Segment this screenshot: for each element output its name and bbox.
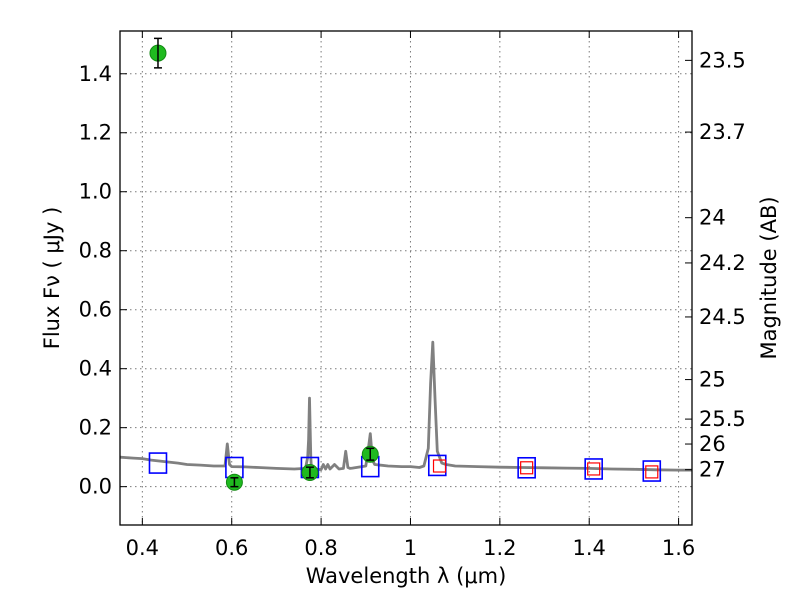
x-tick-label: 0.8: [304, 536, 337, 560]
tick-layer: 0.4 0.6 0.8 1 1.2 1.4 1.6 0.0 0.2 0.4 0.6 0.8 1.0 1.2…: [79, 31, 746, 560]
model-spectrum-line: [120, 340, 692, 472]
x-tick-label: 1.2: [483, 536, 516, 560]
y-tick-label: 0.4: [79, 357, 112, 381]
magnitude-tick-label: 24.2: [699, 251, 746, 275]
data-layer: [120, 37, 692, 491]
x-tick-label: 0.6: [215, 536, 248, 560]
y-tick-label: 1.2: [79, 121, 112, 145]
y-tick-label: 0.8: [79, 239, 112, 263]
magnitude-axis-title: Magnitude (AB): [757, 196, 781, 359]
magnitude-tick-label: 23.7: [699, 120, 746, 144]
model-photometry-square: [642, 460, 662, 482]
y-axis-title: Flux Fν ( μJy ): [40, 207, 64, 350]
magnitude-tick-label: 24: [699, 206, 726, 230]
magnitude-tick-label: 27: [699, 458, 726, 482]
y-tick-label: 0.2: [79, 416, 112, 440]
y-tick-label: 1.4: [79, 62, 112, 86]
grid-layer: [120, 31, 692, 525]
magnitude-tick-label: 25: [699, 368, 726, 392]
y-tick-label: 0.6: [79, 298, 112, 322]
x-tick-label: 0.4: [126, 536, 159, 560]
model-photometry-square: [584, 458, 603, 480]
x-tick-label: 1: [404, 536, 417, 560]
plot-frame: [119, 30, 693, 526]
red-square-marker: [520, 461, 534, 475]
red-square-marker: [645, 465, 659, 479]
x-tick-label: 1.6: [662, 536, 695, 560]
y-tick-label: 0.0: [79, 475, 112, 499]
red-square-marker: [587, 462, 601, 476]
x-axis-title: Wavelength λ (μm): [306, 564, 507, 588]
x-tick-label: 1.4: [573, 536, 606, 560]
red-square-marker: [432, 459, 447, 473]
magnitude-tick-label: 25.5: [699, 407, 746, 431]
plot-area: [120, 37, 692, 491]
y-tick-label: 1.0: [79, 180, 112, 204]
magnitude-tick-label: 26: [699, 432, 726, 456]
magnitude-tick-label: 24.5: [699, 305, 746, 329]
magnitude-tick-label: 23.5: [699, 48, 746, 72]
model-photometry-square: [148, 452, 168, 474]
model-photometry-square: [517, 456, 536, 479]
